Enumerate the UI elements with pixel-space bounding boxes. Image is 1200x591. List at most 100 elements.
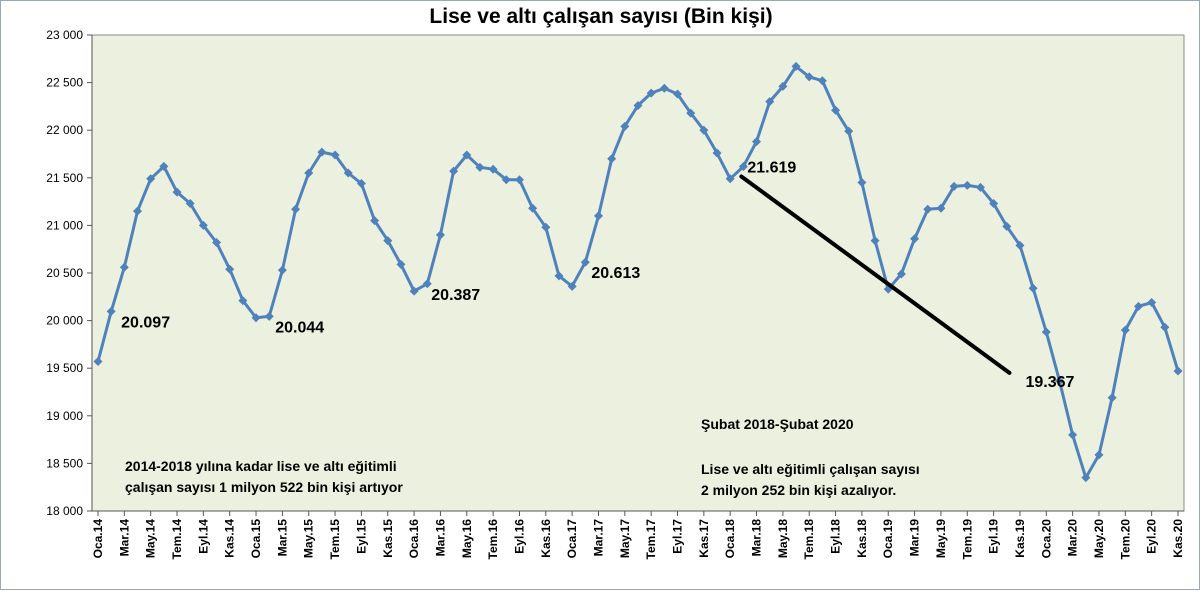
x-tick-label: Oca.17 <box>565 519 579 559</box>
data-point <box>409 286 419 296</box>
data-point <box>462 150 472 160</box>
data-point <box>962 180 972 190</box>
data-point <box>831 105 841 115</box>
x-tick-label: May.19 <box>934 519 948 558</box>
data-point <box>1133 301 1143 311</box>
data-point <box>449 166 459 176</box>
trend-layer <box>739 174 1012 375</box>
y-tick-label: 18 000 <box>46 504 83 518</box>
data-point <box>1147 298 1157 308</box>
data-point <box>159 161 169 171</box>
data-point <box>699 125 709 135</box>
data-point <box>1054 376 1064 386</box>
data-point <box>514 175 524 185</box>
data-point <box>198 220 208 230</box>
data-point <box>949 181 959 191</box>
data-point <box>528 203 538 213</box>
data-point <box>870 236 880 246</box>
data-point <box>817 76 827 86</box>
x-tick-label: Kas.18 <box>855 519 869 558</box>
x-tick-label: Kas.20 <box>1171 519 1185 558</box>
y-tick-label: 19 500 <box>46 361 83 375</box>
data-point <box>356 179 366 189</box>
data-label: 20.097 <box>121 314 170 331</box>
data-point <box>185 199 195 209</box>
x-axis: Oca.14 Mar.14 May.14 Tem.14 Eyl.14 Kas.14 Oca.… <box>91 510 1185 560</box>
x-tick-label: May.16 <box>460 519 474 558</box>
x-tick-label: May.20 <box>1092 519 1106 558</box>
data-point <box>1015 240 1025 250</box>
data-point <box>1081 473 1091 483</box>
x-tick-label: Eyl.20 <box>1145 519 1159 554</box>
data-point <box>765 97 775 107</box>
data-point <box>264 311 274 321</box>
x-tick-label: Eyl.16 <box>512 519 526 554</box>
data-point <box>383 236 393 246</box>
x-tick-label: Oca.19 <box>881 519 895 559</box>
data-point <box>1120 325 1130 335</box>
x-tick-label: Oca.18 <box>723 519 737 559</box>
data-point <box>212 238 222 248</box>
x-tick-label: Tem.14 <box>170 519 184 560</box>
y-tick-label: 20 000 <box>46 314 83 328</box>
x-tick-label: May.17 <box>618 519 632 558</box>
data-point <box>106 306 116 316</box>
data-point <box>1002 221 1012 231</box>
data-point <box>146 174 156 184</box>
annotation-left-line2: çalışan sayısı 1 milyon 522 bin kişi art… <box>125 479 403 495</box>
data-point <box>673 89 683 99</box>
data-point <box>725 174 735 184</box>
data-point <box>1173 366 1183 376</box>
x-tick-label: Mar.16 <box>433 519 447 557</box>
annotation-right-line2: 2 milyon 252 bin kişi azalıyor. <box>701 482 896 498</box>
data-point <box>317 147 327 157</box>
x-tick-label: Mar.19 <box>908 519 922 557</box>
data-point <box>936 203 946 213</box>
data-label: 19.367 <box>1025 374 1074 391</box>
data-point <box>791 61 801 71</box>
x-tick-label: Tem.19 <box>960 519 974 560</box>
data-point <box>686 108 696 118</box>
data-point <box>580 257 590 267</box>
data-label: 20.044 <box>275 319 324 336</box>
data-point <box>620 121 630 131</box>
x-tick-label: Mar.18 <box>750 519 764 557</box>
data-point <box>541 222 551 232</box>
x-tick-label: Tem.18 <box>802 519 816 560</box>
x-tick-label: Eyl.14 <box>196 519 210 554</box>
data-point <box>133 206 143 216</box>
x-tick-label: May.14 <box>144 519 158 558</box>
x-tick-label: Mar.17 <box>591 519 605 557</box>
data-label: 20.387 <box>431 287 480 304</box>
data-labels-layer: 20.097 20.044 20.387 20.613 21.619 19.367 <box>121 159 1074 390</box>
data-point <box>1068 430 1078 440</box>
annotation-right-line1: Lise ve altı eğitimli çalışan sayısı <box>701 461 920 477</box>
x-tick-label: Mar.14 <box>117 519 131 557</box>
x-tick-label: Kas.17 <box>697 519 711 558</box>
data-point <box>1160 322 1170 332</box>
x-tick-label: Mar.20 <box>1066 519 1080 557</box>
data-point <box>593 211 603 221</box>
y-tick-label: 23 000 <box>46 28 83 42</box>
data-point <box>646 88 656 98</box>
y-tick-label: 20 500 <box>46 266 83 280</box>
plot-area <box>91 34 1185 512</box>
annotation-right-title: Şubat 2018-Şubat 2020 <box>701 416 854 432</box>
data-point <box>330 150 340 160</box>
data-point <box>435 230 445 240</box>
data-point <box>607 154 617 164</box>
data-point <box>778 81 788 91</box>
data-label: 21.619 <box>747 159 796 176</box>
data-point <box>633 100 643 110</box>
data-point <box>1094 450 1104 460</box>
x-tick-label: Eyl.18 <box>829 519 843 554</box>
data-point <box>659 83 669 93</box>
data-point <box>172 187 182 197</box>
x-tick-label: Kas.19 <box>1013 519 1027 558</box>
x-tick-label: Oca.20 <box>1039 519 1053 559</box>
annotation-layer: 2014-2018 yılına kadar lise ve altı eğit… <box>125 416 920 498</box>
data-point <box>93 357 103 367</box>
data-point <box>554 271 564 281</box>
x-tick-label: Eyl.19 <box>987 519 1001 554</box>
